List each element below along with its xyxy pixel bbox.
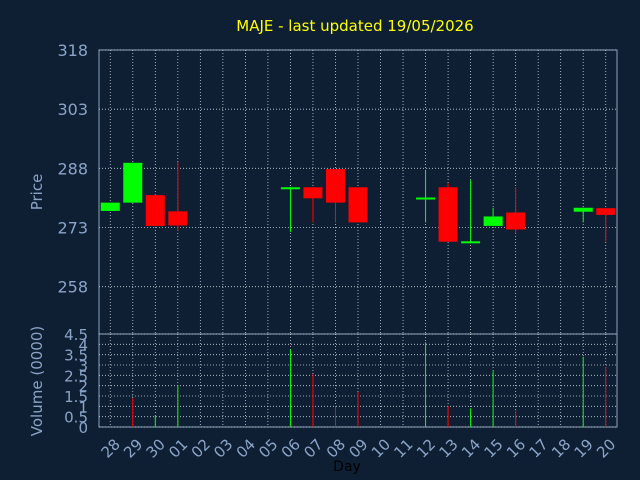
candle-body <box>325 169 345 203</box>
volume-tick-label: 1 <box>78 398 88 416</box>
candle-body <box>123 162 143 203</box>
candle-body <box>168 211 188 226</box>
x-axis-label: Day <box>333 459 361 475</box>
candle-body <box>573 207 593 212</box>
price-tick-label: 273 <box>57 219 88 238</box>
volume-tick-label: 0 <box>78 419 88 437</box>
x-axis: 2829300102030405060708091011121314151617… <box>98 435 620 461</box>
volume-tick-label: 3 <box>78 357 88 375</box>
candle-body <box>303 187 323 199</box>
volume-tick-label: 0.5 <box>64 409 88 427</box>
price-tick-label: 288 <box>57 159 88 178</box>
volume-panel: 4.543.532.521.510.50 <box>64 326 618 437</box>
price-axis-label: Price <box>28 174 46 211</box>
volume-axis-label: Volume (0000) <box>28 326 46 436</box>
candle-body <box>145 195 165 226</box>
candle-body <box>461 241 481 244</box>
candle-body <box>280 187 300 190</box>
price-panel: 318 303 288 273 258 <box>57 41 618 335</box>
candle-body <box>100 202 120 211</box>
price-tick-label: 303 <box>57 100 88 119</box>
price-tick-label: 318 <box>57 41 88 60</box>
candle-body <box>483 216 503 226</box>
volume-tick-label: 2.5 <box>64 367 88 385</box>
volume-tick-label: 4.5 <box>64 326 88 344</box>
chart-title: MAJE - last updated 19/05/2026 <box>236 17 473 35</box>
candle-body <box>506 212 526 230</box>
price-tick-label: 258 <box>57 278 88 297</box>
candle-body <box>438 187 458 242</box>
candle-body <box>416 197 436 200</box>
volume-tick-label: 2 <box>78 378 88 396</box>
candle-body <box>596 208 616 215</box>
volume-tick-label: 3.5 <box>64 347 88 365</box>
candle-body <box>348 187 368 223</box>
volume-tick-label: 4 <box>78 336 88 354</box>
volume-tick-label: 1.5 <box>64 388 88 406</box>
